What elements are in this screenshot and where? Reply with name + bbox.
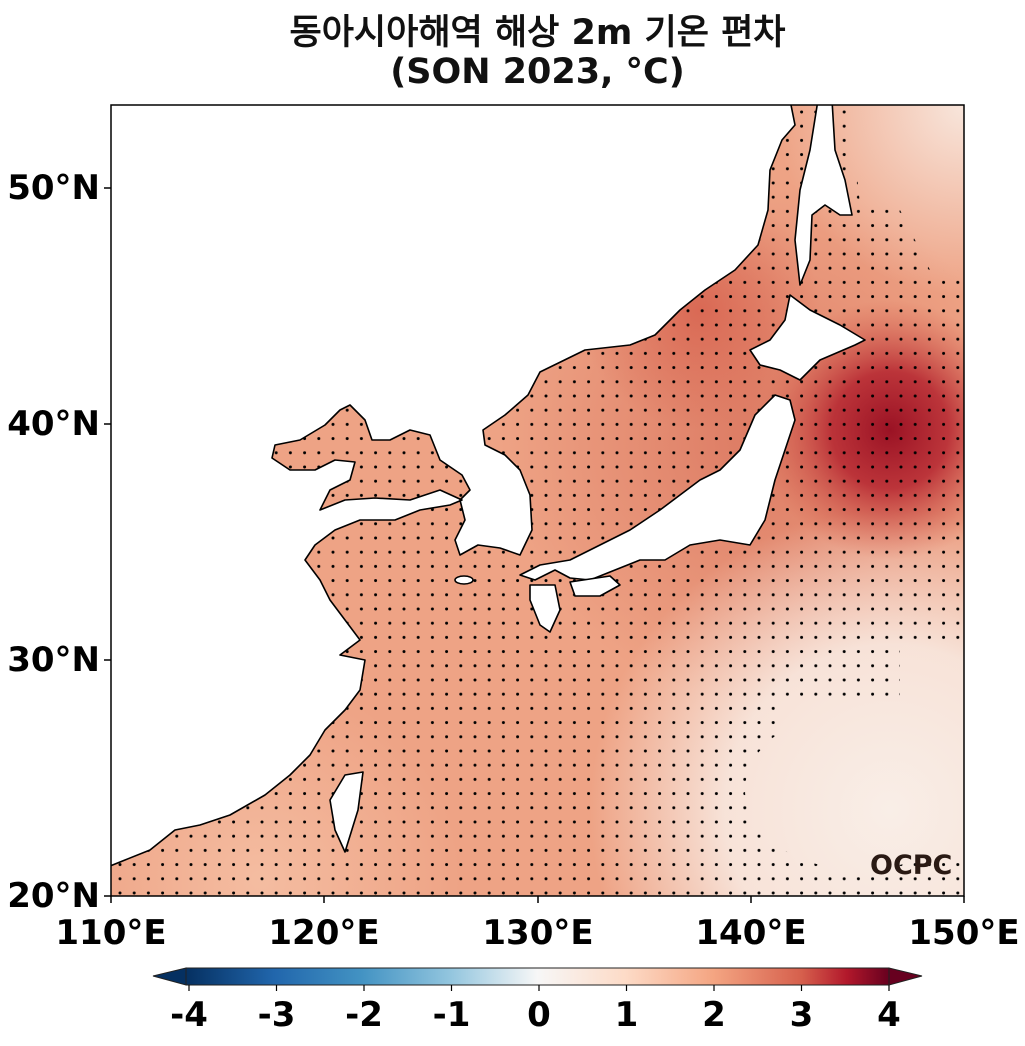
lon-label-120e: 120°E — [268, 913, 380, 953]
colorbar-tick-label: -4 — [170, 995, 208, 1035]
colorbar — [152, 967, 923, 991]
map-title-line1: 동아시아해역 해상 2m 기온 편차 — [289, 13, 786, 53]
lat-label-30n: 30°N — [7, 640, 100, 680]
land-jeju — [454, 575, 474, 585]
anomaly-field — [111, 105, 964, 896]
ocpc-logo: OCPC — [870, 850, 952, 881]
land-honshu — [519, 394, 796, 581]
colorbar-tick-label: -2 — [345, 995, 383, 1035]
svg-text:OCPC: OCPC — [870, 850, 952, 881]
lon-label-140e: 140°E — [695, 913, 807, 953]
land-hokkaido — [749, 294, 866, 381]
colorbar-tick-label: 4 — [877, 995, 901, 1035]
colorbar-tick-label: 3 — [789, 995, 814, 1035]
land-sakhalin — [794, 105, 853, 286]
colorbar-tick-label: 1 — [614, 995, 639, 1035]
land-taiwan — [329, 771, 364, 853]
land-asia-mainland — [111, 105, 796, 867]
lon-label-110e: 110°E — [55, 913, 167, 953]
map-title-line2: (SON 2023, °C) — [390, 52, 685, 92]
lon-label-150e: 150°E — [908, 913, 1020, 953]
lat-label-20n: 20°N — [7, 876, 100, 916]
lat-label-40n: 40°N — [7, 404, 100, 444]
land-shikoku — [569, 575, 621, 597]
colorbar-tick-label: 0 — [527, 995, 551, 1035]
colorbar-tick-label: 2 — [702, 995, 726, 1035]
lon-label-130e: 130°E — [482, 913, 594, 953]
axis-ticks — [104, 187, 965, 903]
colorbar-tick-label: -1 — [432, 995, 471, 1035]
land-kyushu — [529, 584, 561, 633]
lat-label-50n: 50°N — [7, 168, 100, 208]
colorbar-tick-label: -3 — [257, 995, 296, 1035]
